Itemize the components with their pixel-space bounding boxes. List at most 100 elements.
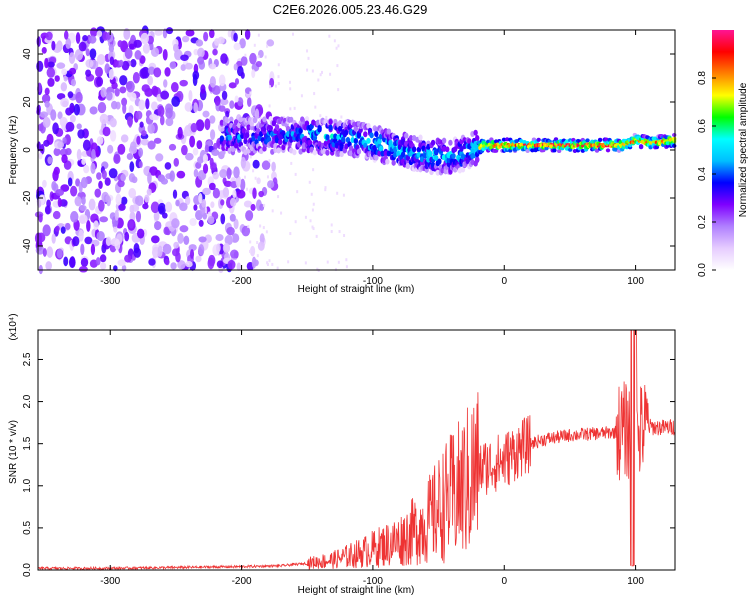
spectrogram-cell [179,79,188,87]
spectrogram-cell [78,266,88,273]
spectrogram-cell [202,187,211,196]
spectrogram-cell [44,87,50,96]
spectrogram-cell [262,226,265,230]
spectrogram-cell [179,225,189,233]
snr-x-tick-label: -200 [232,576,252,587]
spectrogram-cell [129,204,135,214]
spectrogram-cell [311,225,314,229]
colorbar-tick-label: 0.0 [697,263,708,277]
spectrogram-cell [330,223,333,227]
spectrogram-cell [345,265,348,269]
spectrogram-cell [240,156,246,169]
spectrogram-cell [337,44,340,48]
spectrogram-cell [211,149,220,156]
spectrogram-cell [181,144,188,156]
spectrogram-cell [524,143,527,148]
spectrogram-cell [385,158,390,165]
spectrogram-cell [271,209,274,213]
spectrogram-cell [120,134,129,143]
spectrogram-cell [84,236,93,245]
spectrogram-cell [46,67,56,78]
spectrogram-cell [308,180,311,184]
spectrogram-cell [377,138,382,145]
spectrogram-cell [435,169,440,176]
spectrogram-cell [653,136,658,141]
spectrogram-cell [107,144,114,154]
spectrogram-cell [582,143,585,148]
spectrogram-cell [207,257,215,270]
spectrogram-cell [179,202,188,212]
spectrogram-cell [65,37,72,50]
spectrogram-cell [257,33,260,37]
spectrogram-cell [117,259,126,267]
spectrogram-cell [261,160,271,170]
spectrogram-cell [336,150,341,157]
spectrogram-x-ticks: -300 -200 -100 0 100 [100,30,644,287]
spectrogram-cell [115,193,122,206]
spectrogram-cell [367,127,373,134]
spectrogram-cell [59,116,68,127]
spectrogram-cell [298,127,303,134]
spectrogram-cell [568,143,571,148]
spectrogram-cell [243,200,253,208]
spectrogram-cell [460,166,466,173]
spectrogram-cell [38,213,43,223]
spectrogram-cell [245,127,248,131]
spectrogram-cell [88,35,97,44]
spectrogram-cell [292,32,295,36]
spectrogram-cell [252,117,258,124]
spectrogram-cell [328,124,333,131]
spectrogram-cell [50,109,57,121]
spectrogram-cell [522,143,525,148]
spectrogram-cell [266,261,269,265]
spectrogram-cell [157,245,163,258]
spectrogram-cell [56,62,66,69]
spectrogram-cell [221,149,226,156]
spectrogram-cell [240,178,246,191]
spectrogram-cell [45,31,53,41]
spectrogram-cell [274,124,280,131]
spectrogram-cell [127,116,133,127]
spectrogram-cell [185,261,193,268]
colorbar-label: Normalized spectral amplitude [738,82,749,217]
spectrogram-cell [99,216,109,223]
spectrogram-cell [339,151,344,158]
spectrogram-cell [249,155,252,159]
spectrogram-cell [253,43,256,47]
spectrogram-cell [244,175,247,179]
spectrogram-cell [585,138,590,143]
spectrogram-cell [215,233,224,242]
spectrogram-x-tick-label: -300 [100,276,120,287]
spectrogram-cell [63,256,69,267]
spectrogram-cell [53,147,61,157]
spectrogram-cell [145,98,150,110]
spectrogram-cell [126,90,132,98]
spectrogram-cell [171,218,180,229]
spectrogram-cell [314,105,317,109]
spectrogram-cell [141,84,151,93]
spectrogram-cell [81,158,86,165]
spectrogram-cell [241,225,251,237]
spectrogram-cell [475,144,480,151]
spectrogram-cell [217,36,225,45]
spectrogram-cell [544,146,549,151]
spectrogram-cell [153,220,162,231]
spectrogram-cell [294,220,297,224]
spectrogram-cell [164,67,171,77]
spectrogram-cell [226,226,235,236]
spectrogram-cell [189,217,197,227]
spectrogram-cell [65,147,72,156]
spectrogram-cell [62,137,67,144]
colorbar-tick-label: 0.2 [697,215,708,229]
spectrogram-cell [147,140,156,150]
spectrogram-cell [45,261,52,271]
spectrogram-cell [149,113,158,121]
spectrogram-cell [36,60,44,72]
spectrogram-cell [411,146,417,153]
snr-y-tick-label: 2.0 [22,394,33,408]
spectrogram-cell [448,139,453,146]
spectrogram-cell [378,145,384,152]
spectrogram-cell [133,243,140,254]
spectrogram-cell [227,30,232,38]
spectrogram-cell [212,187,220,199]
